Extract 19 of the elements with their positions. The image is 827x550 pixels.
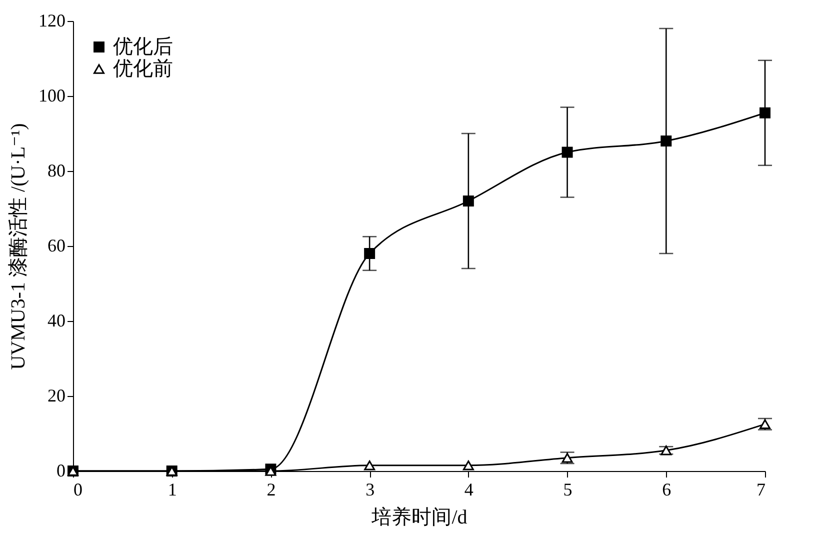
x-axis-title: 培养时间/d (370, 506, 468, 528)
x-tick-label: 4 (464, 480, 474, 500)
y-tick-label: 0 (56, 460, 66, 480)
x-tick-label: 7 (756, 480, 766, 500)
x-tick-label: 5 (563, 480, 572, 500)
y-tick-label: 20 (48, 386, 66, 406)
y-tick-label: 120 (38, 10, 66, 30)
y-axis-title: UVMU3-1 漆酶活性 /(U·L⁻¹) (8, 123, 30, 370)
x-tick-label: 1 (168, 480, 177, 500)
legend-label: 优化后 (113, 36, 173, 58)
x-tick-label: 3 (366, 480, 375, 500)
x-tick-label: 2 (266, 480, 276, 500)
legend-label: 优化前 (113, 58, 173, 80)
y-tick-label: 60 (48, 236, 66, 256)
y-tick-label: 80 (48, 160, 66, 180)
x-tick-label: 0 (74, 480, 82, 500)
y-tick-label: 40 (48, 310, 66, 330)
y-tick-label: 100 (38, 86, 66, 106)
x-tick-label: 6 (662, 480, 672, 500)
